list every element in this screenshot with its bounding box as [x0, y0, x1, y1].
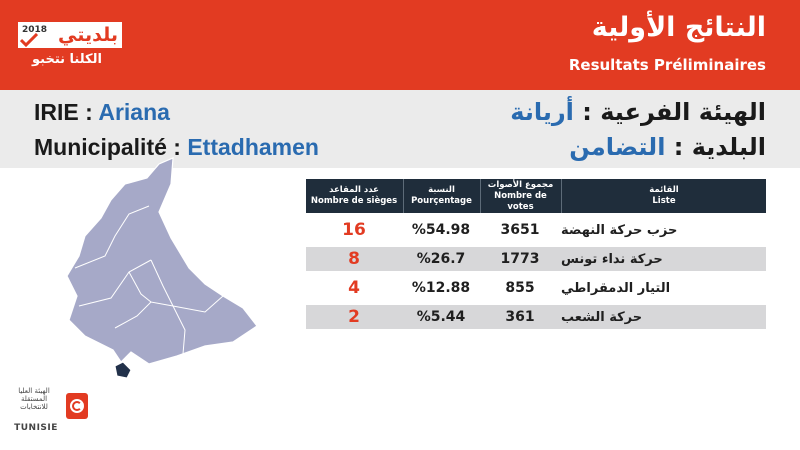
votes-cell: 361 [505, 309, 535, 325]
percentage-cell: %26.7 [416, 251, 466, 267]
header-pct-fr: Pourçentage [411, 196, 472, 206]
irie-label: IRIE : [34, 99, 99, 125]
tunisia-flag-icon [66, 393, 88, 419]
votes-cell: 3651 [500, 222, 540, 238]
header-percentage: النسبة Pourçentage [403, 179, 479, 213]
ettadhamen-district-map-icon [66, 157, 258, 379]
checkmark-icon [20, 33, 38, 47]
list-name-cell: حركة نداء تونس [561, 251, 663, 267]
header-list-ar: القائمة [649, 185, 679, 195]
header-votes-fr: Nombre de votes [494, 190, 547, 212]
irie-line-ar: الهيئة الفرعية : أريانة [510, 98, 766, 126]
votes-cell: 855 [505, 280, 535, 296]
isie-logo-name: TUNISIE [14, 423, 58, 433]
logo-slogan: الكلنا نتخبو [32, 52, 102, 67]
logo-word: بلديتي [58, 24, 118, 46]
header-list-fr: Liste [652, 196, 676, 206]
irie-line-fr: IRIE : Ariana [34, 99, 170, 126]
municipality-label: Municipalité : [34, 134, 188, 160]
seats-cell: 4 [348, 278, 360, 298]
header-seats: عدد المقاعد Nombre de sièges [306, 179, 402, 213]
list-name-cell: حركة الشعب [561, 309, 643, 325]
isie-logo: الهيئة العليا المستقلة للانتخابات TUNISI… [8, 383, 98, 443]
table-row: 8 %26.7 1773 حركة نداء تونس [306, 247, 766, 271]
list-name-cell: التيار الدمقراطي [561, 280, 671, 296]
header-seats-fr: Nombre de sièges [310, 196, 398, 206]
page-title-ar: النتائج الأولية [591, 12, 766, 43]
seats-cell: 8 [348, 249, 360, 269]
results-table: عدد المقاعد Nombre de sièges النسبة Pour… [306, 179, 766, 329]
percentage-cell: %5.44 [416, 309, 466, 325]
baladiyati-logo: بلديتي 2018 الكلنا نتخبو [18, 22, 138, 74]
table-row: 4 %12.88 855 التيار الدمقراطي [306, 276, 766, 300]
header-pct-ar: النسبة [428, 185, 455, 195]
page-title-fr: Resultats Préliminaires [568, 56, 766, 74]
percentage-cell: %54.98 [411, 222, 471, 238]
municipality-value: Ettadhamen [187, 134, 319, 160]
seats-cell: 2 [348, 307, 360, 327]
table-row: 16 %54.98 3651 حزب حركة النهضة [306, 218, 766, 242]
table-row: 2 %5.44 361 حركة الشعب [306, 305, 766, 329]
votes-cell: 1773 [500, 251, 540, 267]
info-band [0, 90, 800, 168]
table-header: عدد المقاعد Nombre de sièges النسبة Pour… [306, 179, 766, 213]
logo-box: بلديتي 2018 [18, 22, 122, 48]
municipality-line-fr: Municipalité : Ettadhamen [34, 134, 319, 161]
header-seats-ar: عدد المقاعد [329, 185, 379, 195]
municipality-line-ar: البلدية : التضامن [569, 133, 766, 161]
irie-label-ar: الهيئة الفرعية : [573, 98, 766, 126]
percentage-cell: %12.88 [411, 280, 471, 296]
municipality-label-ar: البلدية : [665, 133, 766, 161]
irie-value-ar: أريانة [510, 98, 574, 126]
header-list: القائمة Liste [561, 179, 766, 213]
isie-logo-text: الهيئة العليا المستقلة للانتخابات [18, 387, 50, 411]
header-banner: بلديتي 2018 الكلنا نتخبو النتائج الأولية… [0, 0, 800, 90]
header-votes: مجموع الأصوات Nombre de votes [480, 179, 560, 213]
logo-year: 2018 [22, 25, 48, 35]
irie-value: Ariana [98, 99, 170, 125]
header-votes-ar: مجموع الأصوات [487, 179, 554, 190]
seats-cell: 16 [342, 220, 366, 240]
municipality-value-ar: التضامن [569, 133, 666, 161]
list-name-cell: حزب حركة النهضة [561, 222, 678, 238]
